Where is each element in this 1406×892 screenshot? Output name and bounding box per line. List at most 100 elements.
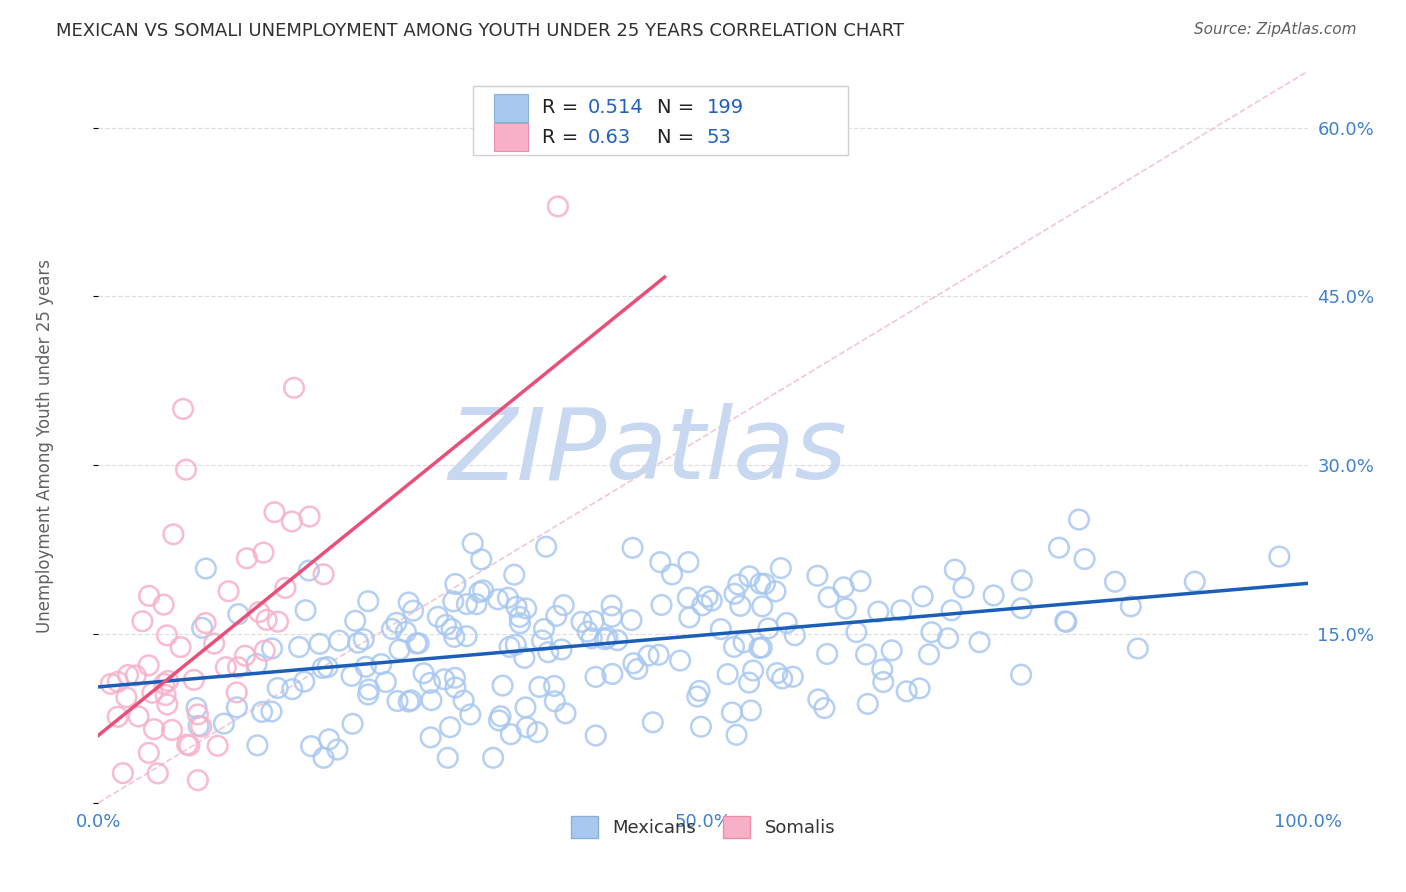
Point xyxy=(529,680,551,694)
Point xyxy=(776,615,799,630)
Point xyxy=(187,707,209,722)
Point xyxy=(439,720,461,734)
Point xyxy=(283,381,305,395)
Point xyxy=(399,693,422,707)
Point xyxy=(872,675,894,690)
Point xyxy=(398,695,420,709)
Point xyxy=(499,727,522,741)
FancyBboxPatch shape xyxy=(494,123,527,151)
Point xyxy=(489,709,512,723)
Point xyxy=(117,668,139,682)
Point xyxy=(1073,552,1095,566)
Point xyxy=(620,613,643,627)
Point xyxy=(152,598,174,612)
Point xyxy=(1054,615,1077,629)
Point xyxy=(717,667,740,681)
Point xyxy=(855,648,877,662)
Point xyxy=(443,630,465,644)
Point xyxy=(357,594,380,608)
Point xyxy=(943,563,966,577)
Point xyxy=(637,648,659,663)
Point xyxy=(606,633,628,648)
Point xyxy=(515,700,537,714)
Text: 0.63: 0.63 xyxy=(588,128,631,146)
Point xyxy=(381,622,404,636)
Point xyxy=(236,551,259,566)
Point xyxy=(233,648,256,663)
Point xyxy=(458,707,481,722)
Point xyxy=(1047,541,1070,555)
Point xyxy=(260,641,283,656)
Point xyxy=(749,576,772,591)
Point xyxy=(183,673,205,687)
Point xyxy=(593,632,616,647)
Point xyxy=(813,701,835,715)
Point xyxy=(202,637,225,651)
Point xyxy=(641,715,664,730)
Point xyxy=(402,604,425,618)
Point xyxy=(600,609,623,624)
Point xyxy=(689,684,711,698)
Point xyxy=(370,657,392,672)
Point xyxy=(395,624,418,639)
Point xyxy=(582,614,605,628)
Point xyxy=(456,597,478,611)
Text: 199: 199 xyxy=(707,98,744,118)
Point xyxy=(260,705,283,719)
Point xyxy=(890,603,912,617)
Point xyxy=(100,677,122,691)
Text: Source: ZipAtlas.com: Source: ZipAtlas.com xyxy=(1194,22,1357,37)
Point xyxy=(845,625,868,640)
Point xyxy=(465,597,488,611)
Point xyxy=(156,628,179,642)
Point xyxy=(498,640,520,654)
Point xyxy=(880,643,903,657)
Point xyxy=(908,681,931,696)
Point xyxy=(190,720,212,734)
Point xyxy=(226,660,249,674)
Point xyxy=(585,729,607,743)
Point xyxy=(292,674,315,689)
Point xyxy=(441,594,464,608)
Point xyxy=(256,613,278,627)
Point xyxy=(856,697,879,711)
Point xyxy=(585,670,607,684)
Point xyxy=(751,599,773,614)
Point xyxy=(661,567,683,582)
Point xyxy=(342,716,364,731)
Point xyxy=(179,739,201,753)
Point xyxy=(505,599,527,614)
Point xyxy=(436,751,458,765)
Point xyxy=(723,587,745,601)
Point xyxy=(444,577,467,591)
Point xyxy=(678,610,700,624)
Point xyxy=(581,632,603,646)
Point xyxy=(141,686,163,700)
Point xyxy=(298,509,321,524)
Point xyxy=(766,666,789,681)
Point xyxy=(515,601,537,615)
Point xyxy=(357,688,380,702)
Point xyxy=(138,589,160,603)
Text: MEXICAN VS SOMALI UNEMPLOYMENT AMONG YOUTH UNDER 25 YEARS CORRELATION CHART: MEXICAN VS SOMALI UNEMPLOYMENT AMONG YOU… xyxy=(56,22,904,40)
Point xyxy=(769,561,792,575)
Point xyxy=(472,583,495,598)
Point xyxy=(461,536,484,550)
Point xyxy=(107,674,129,689)
Point xyxy=(533,622,555,636)
Point xyxy=(388,642,411,657)
Point xyxy=(696,590,718,604)
Point xyxy=(468,585,491,599)
Point xyxy=(176,738,198,752)
Point xyxy=(218,584,240,599)
Point xyxy=(748,640,770,655)
Point xyxy=(983,589,1005,603)
Point xyxy=(131,614,153,628)
Point xyxy=(817,591,839,605)
Point xyxy=(408,636,430,650)
Text: R =: R = xyxy=(543,128,585,146)
Point xyxy=(434,618,457,632)
Point xyxy=(267,681,290,695)
Text: atlas: atlas xyxy=(606,403,848,500)
Point xyxy=(725,728,748,742)
